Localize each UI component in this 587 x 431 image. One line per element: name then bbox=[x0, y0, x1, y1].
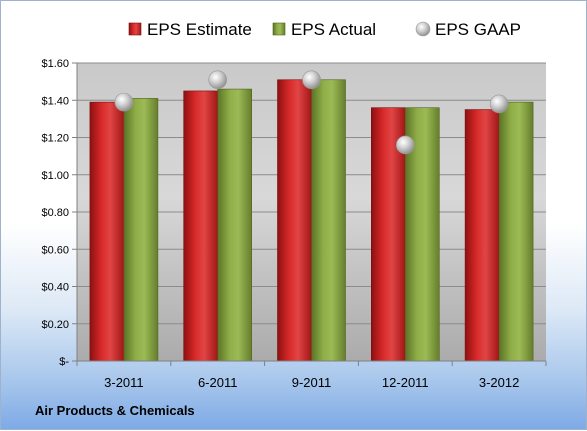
x-category-label: 3-2011 bbox=[104, 375, 144, 390]
x-category-label: 12-2011 bbox=[382, 375, 429, 390]
company-label: Air Products & Chemicals bbox=[35, 403, 195, 418]
legend-label: EPS GAAP bbox=[435, 20, 521, 39]
bar-eps-actual bbox=[311, 79, 346, 362]
bar-eps-estimate bbox=[464, 109, 500, 362]
legend: EPS Estimate EPS Actual EPS GAAP bbox=[128, 20, 521, 39]
bar-eps-estimate bbox=[183, 90, 218, 362]
y-tick-label: $1.40 bbox=[41, 95, 69, 107]
bar-eps-actual bbox=[123, 98, 159, 362]
bar-eps-estimate bbox=[89, 101, 125, 362]
bar-eps-actual bbox=[217, 88, 252, 362]
bar-eps-estimate bbox=[277, 79, 312, 362]
y-tick-label: $1.20 bbox=[41, 133, 69, 145]
legend-swatch bbox=[128, 22, 142, 36]
y-tick-label: $1.00 bbox=[41, 170, 69, 182]
x-axis: 3-2011 6-2011 9-2011 12-2011 3-2012 bbox=[76, 360, 547, 390]
y-axis: $- $0.20 $0.40 $0.60 $0.80 $1.00 $1.20 $1.40 $1.… bbox=[41, 58, 78, 368]
marker-eps-gaap bbox=[395, 135, 415, 155]
legend-swatch bbox=[272, 22, 286, 36]
y-tick-label: $0.20 bbox=[41, 319, 69, 331]
marker-eps-gaap bbox=[208, 70, 227, 90]
y-tick-label: $0.40 bbox=[41, 282, 69, 294]
y-tick-label: $1.60 bbox=[41, 58, 69, 70]
y-tick-label: $0.80 bbox=[41, 207, 69, 219]
bar-eps-actual bbox=[498, 101, 534, 362]
x-category-label: 9-2011 bbox=[292, 375, 332, 390]
marker-eps-gaap bbox=[489, 94, 509, 114]
y-tick-label: $0.60 bbox=[41, 244, 69, 256]
legend-swatch bbox=[415, 21, 431, 37]
gaap-markers bbox=[114, 70, 509, 155]
marker-eps-gaap bbox=[114, 92, 134, 112]
x-category-label: 3-2012 bbox=[479, 375, 519, 390]
y-tick-label: $- bbox=[59, 356, 69, 368]
marker-eps-gaap bbox=[302, 70, 321, 90]
legend-label: EPS Actual bbox=[291, 20, 376, 39]
legend-label: EPS Estimate bbox=[147, 20, 252, 39]
bars bbox=[89, 79, 534, 362]
x-category-label: 6-2011 bbox=[198, 375, 238, 390]
